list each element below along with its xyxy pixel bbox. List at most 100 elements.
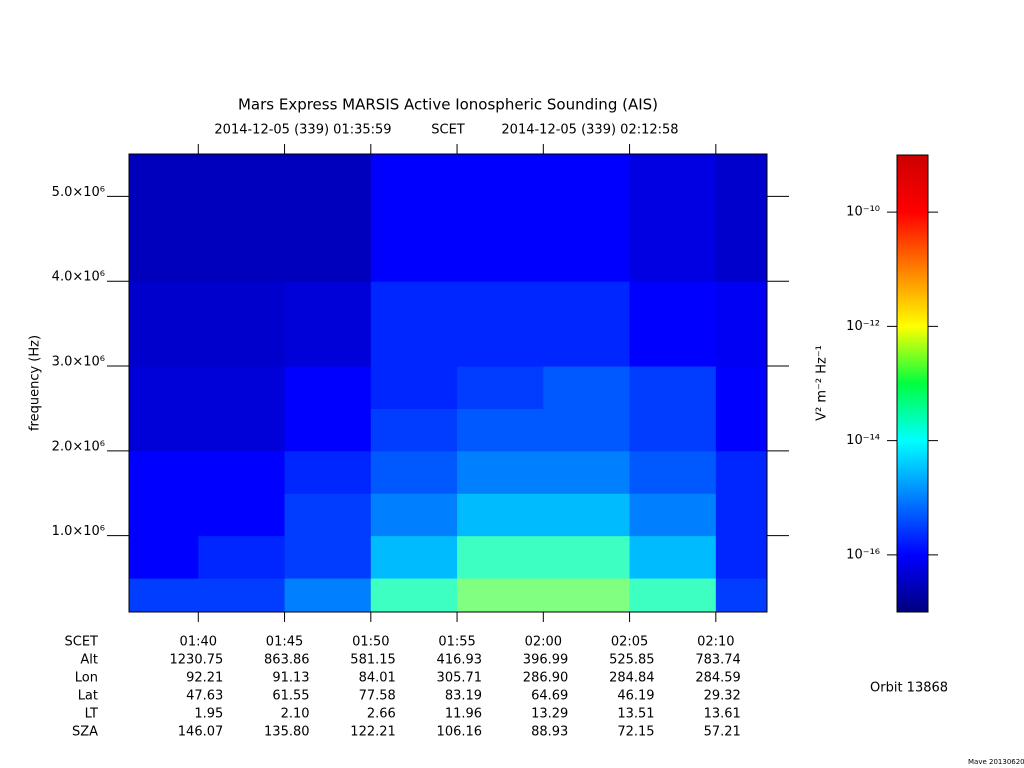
heatmap-cell — [284, 366, 372, 409]
heatmap-cell — [629, 154, 717, 282]
heatmap-cell — [543, 366, 631, 409]
heatmap-cell — [715, 535, 768, 579]
colorbar-tick-label: 10⁻¹⁶ — [846, 547, 880, 562]
orbit-label: Orbit 13868 — [870, 681, 948, 696]
table-cell: 581.15 — [350, 653, 396, 668]
table-cell: 416.93 — [437, 653, 483, 668]
heatmap-cell — [129, 366, 199, 409]
table-cell: 64.69 — [531, 689, 568, 704]
x-tick-label: 01:55 — [438, 635, 475, 650]
heatmap-cell — [543, 493, 631, 537]
heatmap-cell — [457, 408, 544, 452]
y-axis-label: frequency (Hz) — [28, 335, 43, 431]
table-cell: 2.66 — [367, 707, 396, 722]
heatmap-cell — [457, 366, 544, 409]
heatmap-cell — [629, 493, 717, 537]
y-tick-label: 1.0×10⁶ — [52, 524, 105, 539]
heatmap-cell — [198, 535, 286, 579]
heatmap-cell — [543, 578, 631, 613]
heatmap-cell — [457, 578, 544, 613]
table-cell: 72.15 — [617, 725, 654, 740]
table-cell: 83.19 — [445, 689, 482, 704]
table-cell: 1.95 — [194, 707, 223, 722]
credit: Mave 20130620 — [968, 758, 1024, 766]
table-cell: 146.07 — [178, 725, 224, 740]
x-tick-label: 01:50 — [352, 635, 389, 650]
table-cell: 525.85 — [609, 653, 655, 668]
x-tick-label: 01:40 — [180, 635, 217, 650]
table-cell: 29.32 — [704, 689, 741, 704]
table-cell: 91.13 — [272, 671, 309, 686]
x-tick-label: 02:00 — [525, 635, 562, 650]
heatmap-cell — [370, 578, 458, 613]
heatmap-cell — [129, 450, 199, 494]
plot-frame — [128, 153, 768, 613]
heatmap-cell — [129, 493, 199, 537]
heatmap-cell — [629, 366, 717, 409]
heatmap-cell — [370, 366, 458, 409]
table-cell: 286.90 — [523, 671, 569, 686]
chart-title: Mars Express MARSIS Active Ionospheric S… — [238, 96, 658, 114]
heatmap-cell — [129, 281, 199, 367]
colorbar-tick-label: 10⁻¹² — [846, 319, 880, 334]
colorbar-tick-label: 10⁻¹⁴ — [846, 433, 880, 448]
heatmap-cell — [543, 281, 631, 367]
heatmap-cell — [284, 408, 372, 452]
heatmap-cell — [543, 535, 631, 579]
table-cell: 92.21 — [186, 671, 223, 686]
heatmap-cell — [370, 154, 458, 282]
heatmap-cell — [370, 493, 458, 537]
heatmap-cell — [715, 450, 768, 494]
heatmap-cell — [284, 535, 372, 579]
heatmap-cell — [543, 450, 631, 494]
table-cell: 2.10 — [281, 707, 310, 722]
colorbar-label: V² m⁻² Hz⁻¹ — [815, 345, 830, 421]
heatmap-cell — [370, 450, 458, 494]
heatmap-cell — [715, 281, 768, 367]
y-tick-label: 4.0×10⁶ — [52, 270, 105, 285]
heatmap-cell — [129, 578, 199, 613]
table-cell: 13.51 — [617, 707, 654, 722]
heatmap-cell — [715, 366, 768, 409]
heatmap-cell — [284, 450, 372, 494]
heatmap-cell — [715, 493, 768, 537]
heatmap-cell — [715, 408, 768, 452]
heatmap-cell — [129, 535, 199, 579]
heatmap-cell — [715, 154, 768, 282]
x-tick-label: 02:05 — [611, 635, 648, 650]
time-system: SCET — [431, 123, 465, 138]
heatmap-cell — [629, 281, 717, 367]
table-cell: 77.58 — [359, 689, 396, 704]
heatmap-cell — [284, 578, 372, 613]
table-cell: 13.29 — [531, 707, 568, 722]
heatmap-cell — [629, 408, 717, 452]
heatmap-cell — [543, 154, 631, 282]
table-cell: 284.84 — [609, 671, 655, 686]
heatmap-cell — [715, 578, 768, 613]
heatmap-cell — [457, 535, 544, 579]
table-row-label: Lon — [75, 671, 98, 686]
heatmap-cell — [284, 281, 372, 367]
heatmap-cell — [198, 366, 286, 409]
colorbar-tick-label: 10⁻¹⁰ — [846, 205, 880, 220]
colorbar — [896, 154, 929, 613]
table-cell: 305.71 — [437, 671, 483, 686]
table-cell: 396.99 — [523, 653, 569, 668]
heatmap-cell — [284, 154, 372, 282]
table-cell: 47.63 — [186, 689, 223, 704]
heatmap-cell — [457, 281, 544, 367]
table-cell: 863.86 — [264, 653, 310, 668]
heatmap-cell — [198, 450, 286, 494]
heatmap-cell — [198, 281, 286, 367]
heatmap-cell — [370, 535, 458, 579]
heatmap-cell — [198, 154, 286, 282]
table-row-label: SZA — [72, 725, 98, 740]
heatmap-cell — [457, 493, 544, 537]
table-cell: 783.74 — [695, 653, 741, 668]
heatmap-cell — [198, 493, 286, 537]
table-cell: 122.21 — [350, 725, 396, 740]
heatmap-cell — [543, 408, 631, 452]
heatmap-cell — [629, 578, 717, 613]
table-row-label: Alt — [80, 653, 98, 668]
end-time: 2014-12-05 (339) 02:12:58 — [501, 123, 678, 138]
